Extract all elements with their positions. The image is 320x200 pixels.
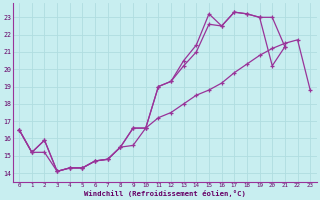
X-axis label: Windchill (Refroidissement éolien,°C): Windchill (Refroidissement éolien,°C) [84, 190, 246, 197]
